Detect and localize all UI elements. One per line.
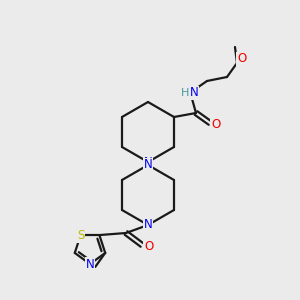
Text: N: N	[190, 86, 198, 100]
Text: O: O	[212, 118, 220, 131]
Text: N: N	[144, 218, 152, 232]
Text: H: H	[181, 88, 189, 98]
Text: O: O	[144, 241, 154, 254]
Text: N: N	[144, 158, 152, 172]
Text: N: N	[144, 155, 152, 169]
Text: S: S	[77, 229, 84, 242]
Text: O: O	[237, 52, 247, 65]
Text: N: N	[85, 257, 94, 271]
